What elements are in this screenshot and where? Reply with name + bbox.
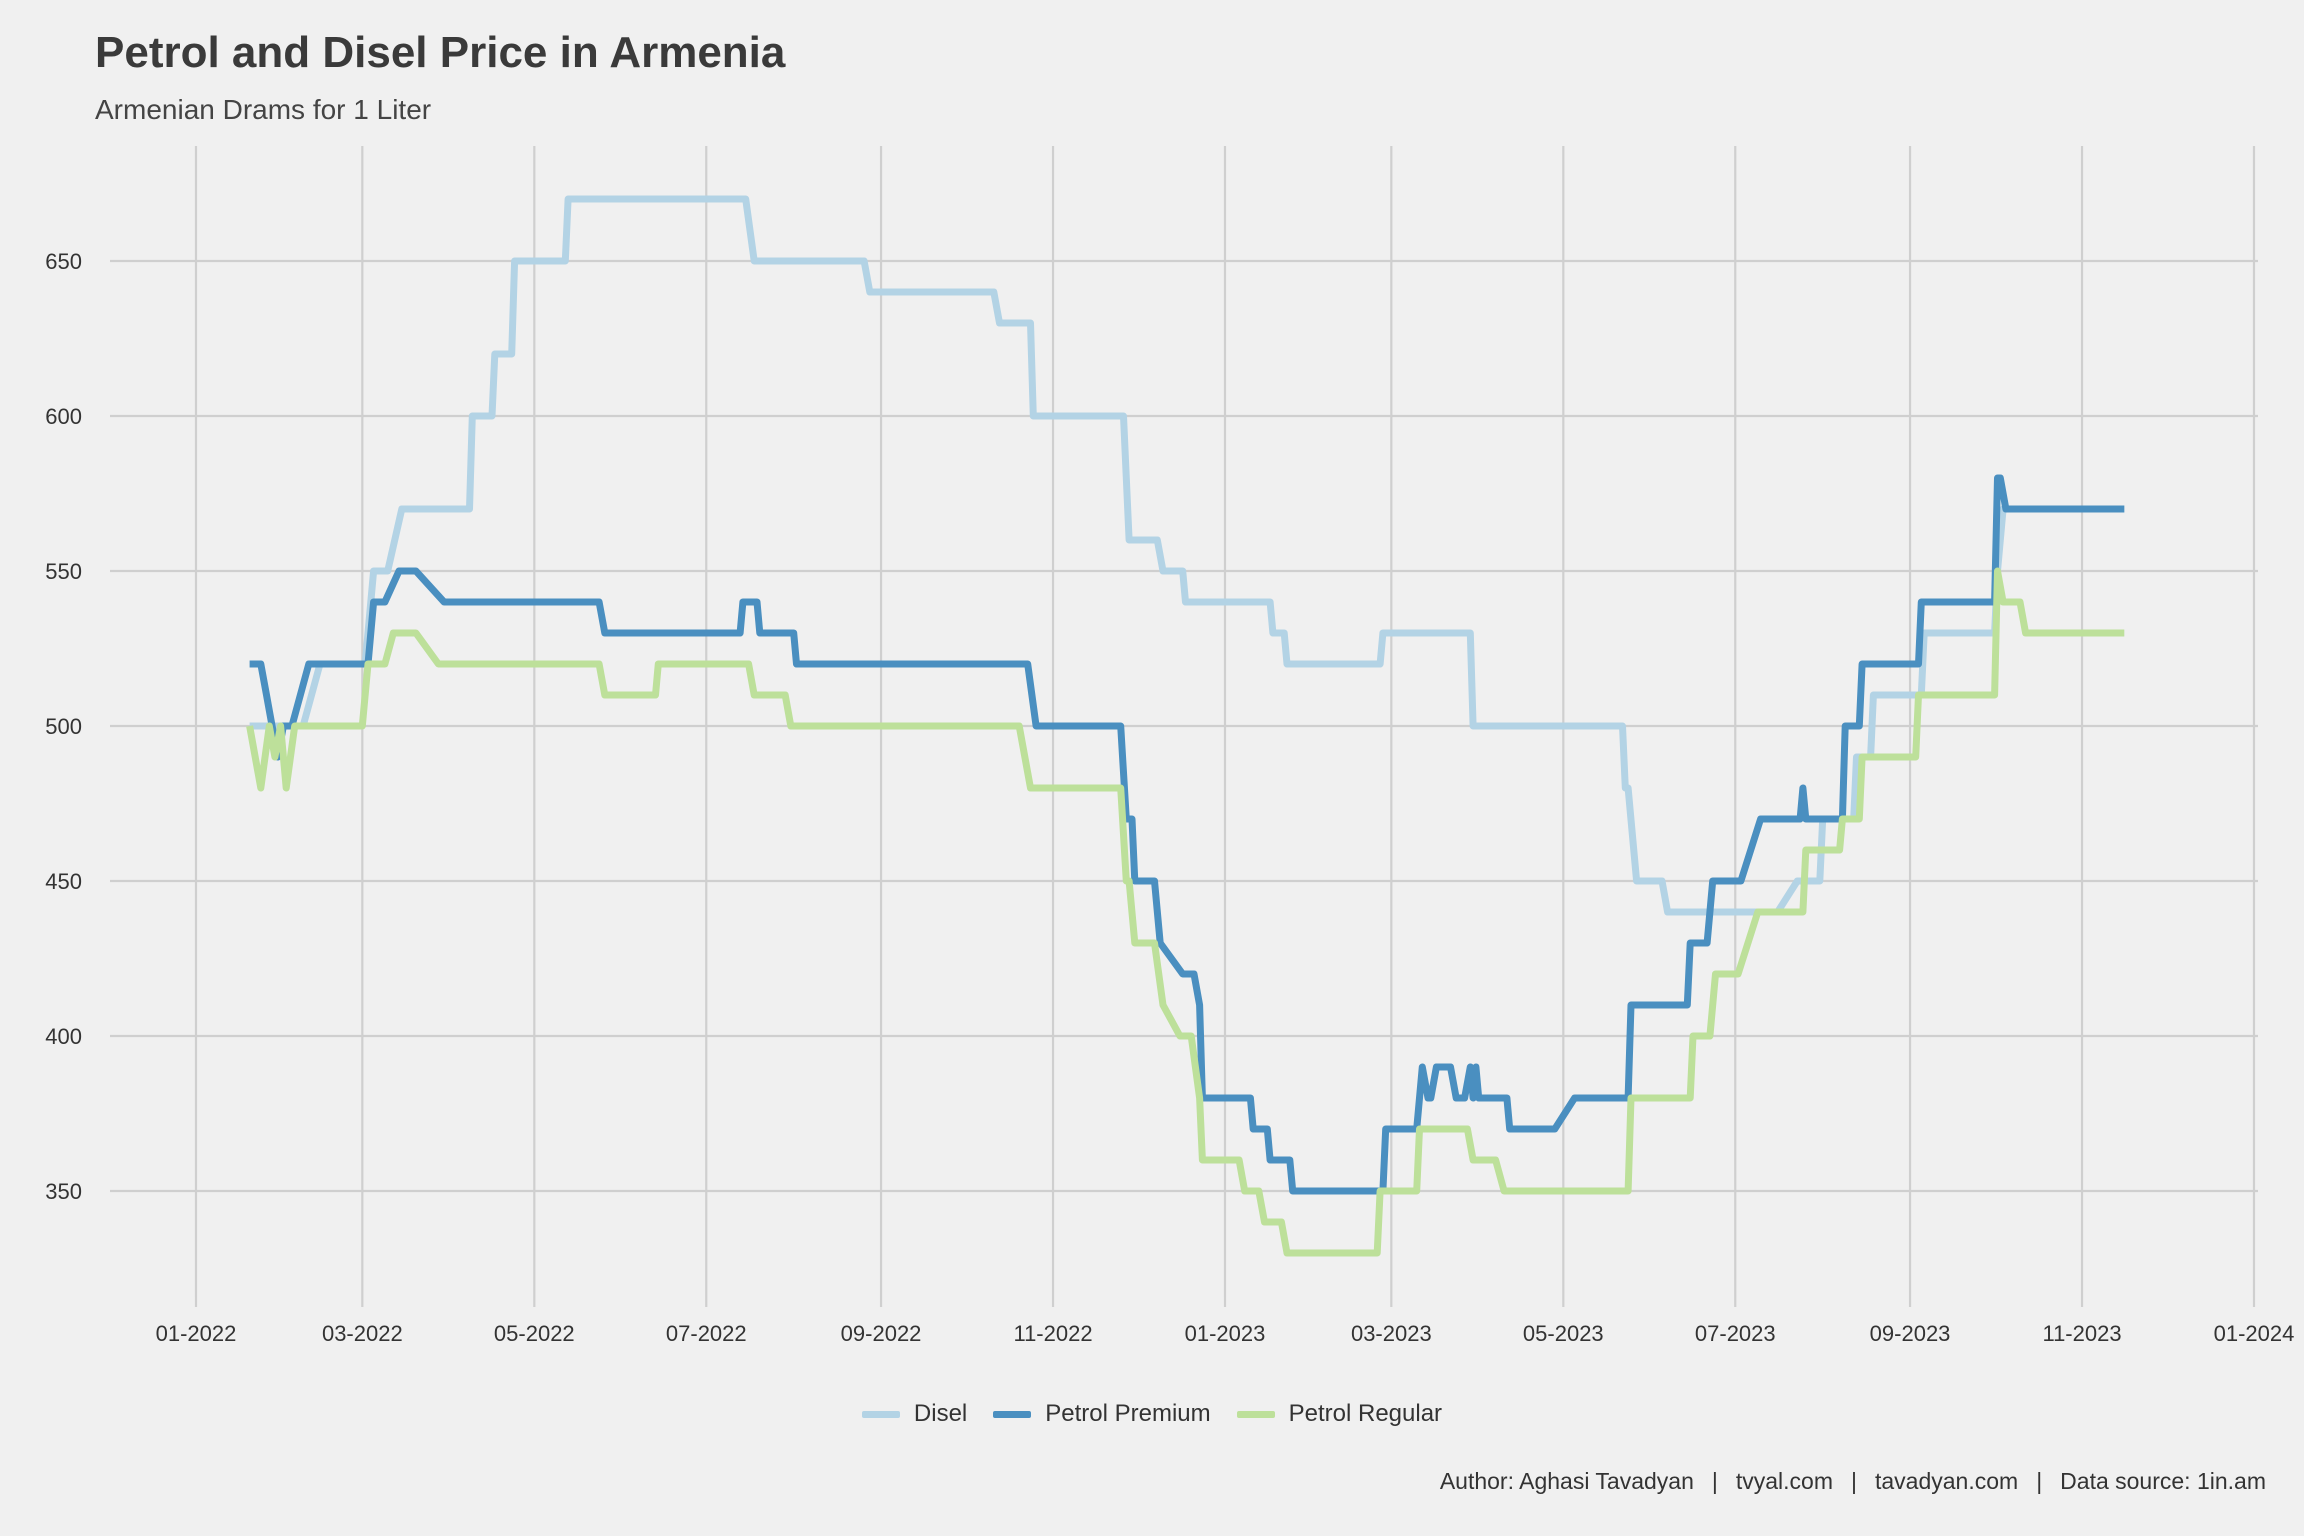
series-line-petrol-regular	[246, 567, 2125, 1257]
legend-item-petrol-premium: Petrol Premium	[993, 1400, 1211, 1428]
y-tick-label: 450	[45, 869, 82, 894]
x-tick-label: 07-2022	[666, 1321, 747, 1346]
caption-part: Author: Aghasi Tavadyan	[1439, 1468, 1694, 1494]
legend: Disel Petrol Premium Petrol Regular	[0, 1400, 2304, 1428]
caption: Author: Aghasi Tavadyan | tvyal.com | tavady…	[1440, 1468, 2266, 1495]
x-tick-label: 09-2023	[1870, 1321, 1951, 1346]
legend-label: Disel	[913, 1400, 968, 1427]
caption-separator: |	[1711, 1468, 1718, 1494]
x-tick-label: 03-2022	[322, 1321, 403, 1346]
x-tick-label: 03-2023	[1351, 1321, 1432, 1346]
caption-part: Data source: 1in.am	[2060, 1468, 2266, 1494]
caption-part: tavadyan.com	[1874, 1468, 2019, 1494]
legend-item-petrol-regular: Petrol Regular	[1236, 1400, 1443, 1428]
chart-title: Petrol and Disel Price in Armenia	[95, 28, 786, 77]
x-tick-label: 01-2023	[1185, 1321, 1266, 1346]
legend-swatch	[861, 1410, 900, 1418]
y-tick-label: 650	[45, 249, 82, 274]
caption-part: tvyal.com	[1735, 1468, 1833, 1494]
legend-item-disel: Disel	[861, 1400, 968, 1428]
grid	[110, 146, 2258, 1307]
x-axis-ticks: 01-2022 03-2022 05-2022 07-2022 09-2022 11-20…	[156, 1321, 2295, 1346]
x-tick-label: 05-2022	[494, 1321, 575, 1346]
chart-subtitle: Armenian Drams for 1 Liter	[95, 94, 432, 125]
x-tick-label: 07-2023	[1695, 1321, 1776, 1346]
caption-separator: |	[2036, 1468, 2043, 1494]
x-tick-label: 09-2022	[841, 1321, 922, 1346]
y-axis-ticks: 350 400 450 500 550 600 650	[45, 249, 82, 1204]
y-tick-label: 500	[45, 714, 82, 739]
series-line-petrol-premium	[249, 474, 2125, 1195]
legend-label: Petrol Regular	[1288, 1400, 1443, 1427]
caption-separator: |	[1851, 1468, 1857, 1494]
y-tick-label: 550	[45, 559, 82, 584]
legend-label: Petrol Premium	[1045, 1400, 1211, 1427]
x-tick-label: 11-2022	[1013, 1321, 1092, 1346]
x-tick-label: 11-2023	[2042, 1321, 2121, 1346]
series-lines	[246, 195, 2125, 1257]
x-tick-label: 01-2024	[2214, 1321, 2295, 1346]
y-tick-label: 600	[45, 404, 82, 429]
legend-swatch	[993, 1410, 1032, 1418]
x-tick-label: 01-2022	[156, 1321, 237, 1346]
y-tick-label: 350	[45, 1179, 82, 1204]
x-tick-label: 05-2023	[1523, 1321, 1604, 1346]
legend-swatch	[1236, 1410, 1275, 1418]
y-tick-label: 400	[45, 1024, 82, 1049]
